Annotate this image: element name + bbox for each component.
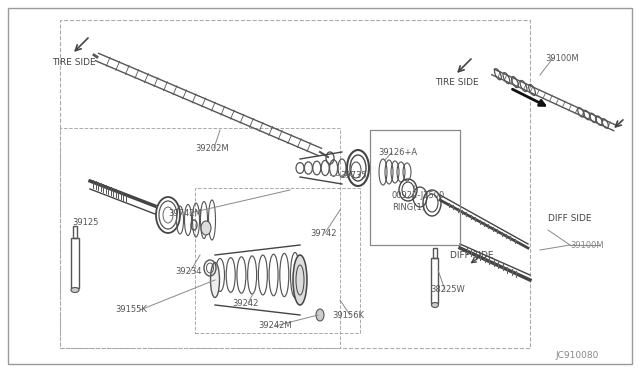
Text: 39742: 39742 (310, 228, 337, 237)
Text: TIRE SIDE: TIRE SIDE (435, 77, 479, 87)
Bar (195, 188, 360, 333)
Text: 39126+A: 39126+A (378, 148, 417, 157)
Bar (370, 130, 460, 245)
Text: 39155K: 39155K (115, 305, 147, 314)
Text: 39156K: 39156K (332, 311, 364, 320)
Text: 38225W: 38225W (430, 285, 465, 295)
Text: 39125: 39125 (72, 218, 99, 227)
Ellipse shape (293, 255, 307, 305)
Bar (431, 258, 438, 303)
Text: 39242: 39242 (232, 298, 259, 308)
Text: 00922-J2500: 00922-J2500 (392, 190, 445, 199)
Text: 39242M: 39242M (258, 321, 292, 330)
Text: 39234: 39234 (175, 267, 202, 276)
Text: 39100M: 39100M (570, 241, 604, 250)
Text: 39735: 39735 (340, 170, 367, 180)
Bar (370, 130, 460, 245)
Text: 39742M: 39742M (168, 208, 202, 218)
Ellipse shape (201, 221, 211, 235)
Bar (60, 20, 530, 348)
Bar (73, 226, 77, 238)
Bar (433, 248, 437, 258)
Bar (60, 128, 340, 348)
Ellipse shape (316, 309, 324, 321)
Text: 39100M: 39100M (545, 54, 579, 62)
Text: JC910080: JC910080 (555, 352, 598, 360)
Ellipse shape (431, 302, 438, 308)
Bar (71, 238, 79, 288)
Text: DIFF SIDE: DIFF SIDE (450, 250, 493, 260)
Ellipse shape (71, 288, 79, 292)
Text: 39202M: 39202M (195, 144, 228, 153)
Text: RING(1): RING(1) (392, 202, 425, 212)
Ellipse shape (211, 263, 220, 298)
Text: DIFF SIDE: DIFF SIDE (548, 214, 591, 222)
Text: TIRE SIDE: TIRE SIDE (52, 58, 95, 67)
